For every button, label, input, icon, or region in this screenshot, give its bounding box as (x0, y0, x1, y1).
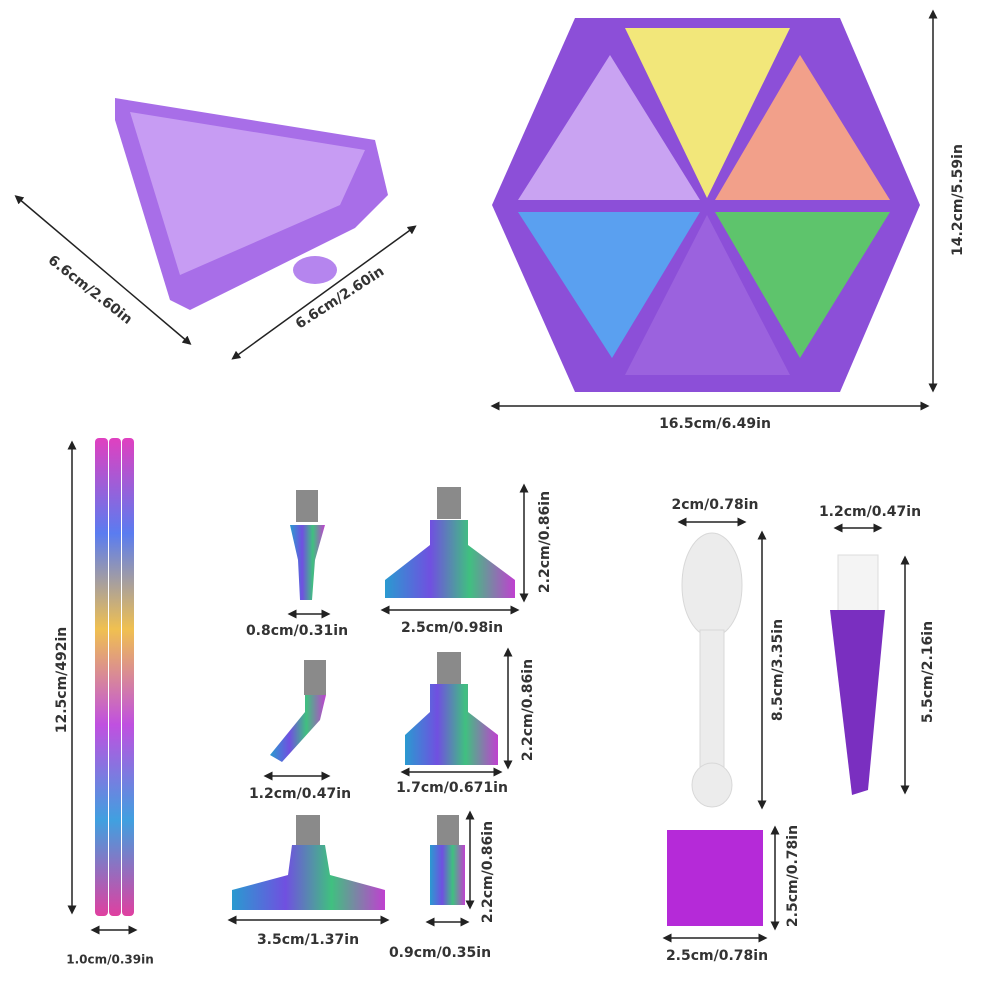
dimension-label: 1.2cm/0.47in (249, 786, 351, 802)
accessories (667, 532, 885, 926)
dimension-label: 5.5cm/2.16in (920, 621, 936, 723)
dimension-label: 1.7cm/0.671in (396, 780, 508, 796)
dimension-label: 1.0cm/0.39in (66, 953, 154, 967)
dimension-label: 14.2cm/5.59in (950, 144, 966, 256)
dimension-label: 16.5cm/6.49in (659, 416, 771, 432)
dimension-label: 2.2cm/0.86in (480, 821, 496, 923)
dimension-label: 2.5cm/0.98in (401, 620, 503, 636)
dimension-label: 1.2cm/0.47in (819, 504, 921, 520)
dimension-label: 8.5cm/3.35in (770, 619, 786, 721)
dimension-label: 2.2cm/0.86in (537, 491, 553, 593)
pens (95, 438, 134, 916)
dimension-label: 2cm/0.78in (671, 497, 758, 513)
dimension-label: 0.8cm/0.31in (246, 623, 348, 639)
hexagon-case (492, 18, 920, 392)
dimension-label: 3.5cm/1.37in (257, 932, 359, 948)
dimension-label: 2.5cm/0.78in (785, 825, 801, 927)
dimension-label: 0.9cm/0.35in (389, 945, 491, 961)
dimension-label: 2.5cm/0.78in (666, 948, 768, 964)
dimension-label: 6.6cm/2.60in (45, 252, 135, 327)
dimension-line (231, 225, 417, 360)
dimension-label: 2.2cm/0.86in (520, 659, 536, 761)
triangle-tray (115, 98, 388, 310)
pen-tips (232, 487, 515, 910)
dimension-line (14, 195, 192, 345)
dimension-label: 12.5cm/492in (54, 627, 70, 734)
